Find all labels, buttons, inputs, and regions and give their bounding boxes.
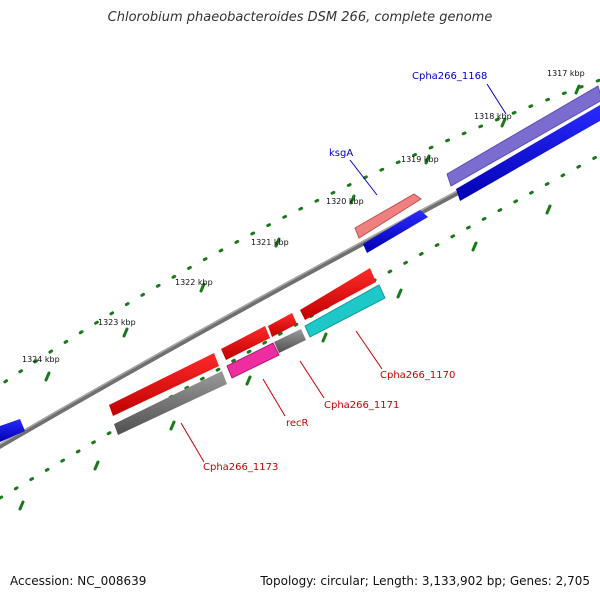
cds-cpha266-1168[interactable] xyxy=(456,105,600,201)
major-ticks-inner xyxy=(18,204,552,511)
gene-label-ksga: ksgA xyxy=(329,148,353,159)
tick-label-1321: 1321 kbp xyxy=(251,238,289,247)
reverse-features xyxy=(109,268,386,435)
gene-recr[interactable] xyxy=(221,326,270,360)
gene-label-recr: recR xyxy=(286,418,309,429)
tick-label-1318: 1318 kbp xyxy=(474,112,512,121)
accession-text: Accession: NC_008639 xyxy=(10,574,147,588)
tick-label-1322: 1322 kbp xyxy=(175,278,213,287)
major-ticks xyxy=(44,84,581,382)
genome-summary-text: Topology: circular; Length: 3,133,902 bp… xyxy=(260,574,590,588)
cds-recr[interactable] xyxy=(226,342,280,379)
gene-cpha266-1173[interactable] xyxy=(109,353,219,416)
gene-ksga[interactable] xyxy=(354,193,422,239)
cds-cpha266-1171[interactable] xyxy=(274,329,306,353)
gene-labels: Cpha266_1168 ksgA Cpha266_1170 Cpha266_1… xyxy=(203,71,487,473)
gene-cpha266-1171[interactable] xyxy=(268,313,297,337)
tick-label-1324: 1324 kbp xyxy=(22,355,60,364)
gene-cpha266-1170[interactable] xyxy=(300,268,376,320)
gene-label-cpha266-1170: Cpha266_1170 xyxy=(380,370,455,381)
inner-tick-track xyxy=(0,153,600,500)
leader-lines xyxy=(180,83,507,463)
cds-ksga[interactable] xyxy=(363,210,428,253)
gene-label-cpha266-1171: Cpha266_1171 xyxy=(324,400,399,411)
tick-label-1317: 1317 kbp xyxy=(547,69,585,78)
gene-label-cpha266-1168: Cpha266_1168 xyxy=(412,71,487,82)
cds-cpha266-1170[interactable] xyxy=(304,284,386,338)
cds-cpha266-1173[interactable] xyxy=(114,371,227,435)
outer-tick-track xyxy=(0,78,600,388)
tick-label-1319: 1319 kbp xyxy=(401,155,439,164)
tick-label-1323: 1323 kbp xyxy=(98,318,136,327)
gene-cpha266-1168[interactable] xyxy=(446,85,600,187)
gene-label-cpha266-1173: Cpha266_1173 xyxy=(203,462,278,473)
map-title: Chlorobium phaeobacteroides DSM 266, com… xyxy=(107,10,493,25)
forward-features xyxy=(0,85,600,442)
tick-labels: 1317 kbp 1318 kbp 1319 kbp 1320 kbp 1321… xyxy=(22,69,585,364)
tick-label-1320: 1320 kbp xyxy=(326,197,364,206)
cds-left-edge[interactable] xyxy=(0,419,25,442)
